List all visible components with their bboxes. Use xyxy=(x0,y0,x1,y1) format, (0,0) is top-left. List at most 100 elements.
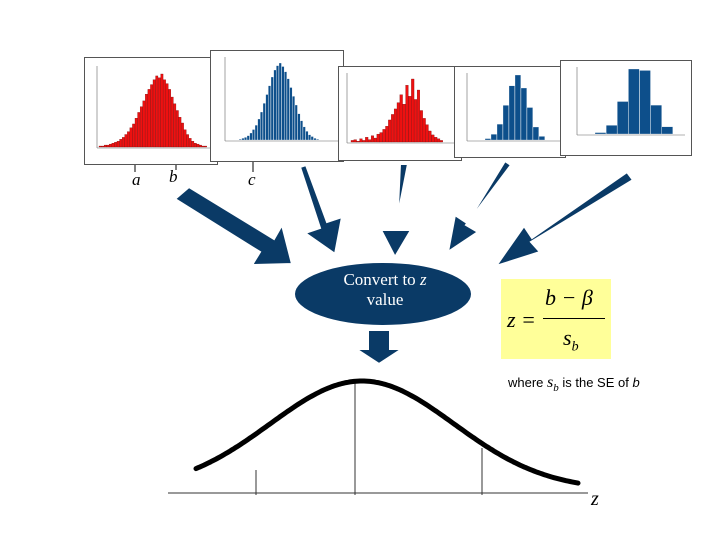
histogram-bar xyxy=(134,118,138,148)
histogram-bar xyxy=(191,141,195,148)
histogram-bar xyxy=(244,137,247,141)
histogram-bar xyxy=(437,138,441,143)
histogram-bar xyxy=(502,105,509,141)
histogram-bar xyxy=(98,145,102,148)
histogram-bar xyxy=(121,137,125,148)
histogram-bar xyxy=(422,118,426,143)
se-prefix: where xyxy=(508,375,548,390)
histogram-bar xyxy=(428,130,432,143)
histogram-bar xyxy=(514,74,521,141)
formula-lhs: z = xyxy=(507,307,536,332)
histogram-bar xyxy=(376,133,380,143)
histogram-bar xyxy=(382,129,386,143)
histogram-bar xyxy=(379,132,383,143)
histogram-bar xyxy=(496,123,503,141)
histogram-bar xyxy=(605,125,618,135)
histogram-bar xyxy=(139,106,143,148)
histogram-bar xyxy=(181,122,184,148)
convert-line1-prefix: Convert to xyxy=(343,270,420,289)
se-middle: is the SE of xyxy=(558,375,633,390)
histogram-bar xyxy=(252,129,255,141)
histogram-bar xyxy=(238,138,242,141)
histogram-bar xyxy=(359,138,363,143)
histogram-3 xyxy=(346,73,457,144)
histogram-bar xyxy=(119,139,123,148)
normal-curve xyxy=(193,378,581,486)
histogram-bar xyxy=(201,145,205,148)
histogram-bar xyxy=(628,68,640,135)
formula-numerator: b − β xyxy=(545,285,593,310)
histogram-5 xyxy=(576,67,685,136)
histogram-bar xyxy=(414,99,418,143)
histogram-bar xyxy=(434,137,438,143)
histogram-bar xyxy=(396,102,400,143)
histogram-bar xyxy=(419,110,423,143)
histogram-bar xyxy=(532,126,539,141)
histogram-1 xyxy=(96,66,213,149)
histogram-bar xyxy=(431,134,435,143)
histogram-bar xyxy=(297,113,301,141)
histogram-bar xyxy=(370,135,374,143)
histogram-bar xyxy=(520,87,527,141)
histogram-bar xyxy=(101,145,105,148)
histogram-bar xyxy=(199,144,202,148)
histogram-bar xyxy=(284,71,287,141)
histogram-thumb-1 xyxy=(84,57,218,165)
histogram-bar xyxy=(147,89,151,148)
formula-denominator: sb xyxy=(563,325,579,355)
histogram-bar xyxy=(661,126,673,135)
se-explanation: where sb is the SE of b xyxy=(508,374,640,394)
histogram-bar xyxy=(353,139,357,143)
histogram-4 xyxy=(466,73,561,142)
histogram-bar xyxy=(408,96,412,143)
histogram-bar xyxy=(155,75,159,148)
histogram-bar xyxy=(385,126,389,143)
histogram-bar xyxy=(127,131,130,148)
histogram-thumb-5 xyxy=(560,60,692,156)
histogram-bar xyxy=(103,144,107,148)
histogram-bar xyxy=(362,140,366,143)
histogram-bar xyxy=(402,104,406,143)
histogram-bar xyxy=(157,77,161,148)
histogram-bar xyxy=(594,132,607,135)
histogram-bar xyxy=(399,94,403,143)
histogram-bar xyxy=(508,85,515,141)
histogram-bar xyxy=(484,138,491,141)
histogram-bar xyxy=(168,89,171,148)
histogram-bar xyxy=(165,83,169,148)
histogram-bar xyxy=(388,119,392,143)
histogram-bar xyxy=(132,123,135,148)
histogram-bar xyxy=(365,137,369,143)
histogram-2 xyxy=(224,57,339,142)
formula-denominator-base: s xyxy=(563,325,572,350)
histogram-bar xyxy=(416,89,420,143)
se-b: b xyxy=(632,375,640,390)
histogram-bar xyxy=(368,139,372,143)
arrows xyxy=(173,159,635,366)
histogram-bar xyxy=(276,65,279,141)
arrow-from-histogram-3 xyxy=(379,163,413,260)
histogram-bar xyxy=(109,143,112,148)
histogram-bar xyxy=(145,94,148,148)
arrow-from-histogram-5 xyxy=(493,170,635,268)
histogram-bar xyxy=(241,138,245,141)
histogram-thumb-4 xyxy=(454,66,566,158)
histogram-bar xyxy=(265,94,269,141)
label-b: b xyxy=(169,167,178,186)
formula-denominator-sub: b xyxy=(571,339,579,355)
histogram-bar xyxy=(356,141,360,143)
histogram-bar xyxy=(281,66,285,141)
label-c: c xyxy=(248,170,256,189)
formula-fraction-bar xyxy=(543,318,605,319)
histogram-bar xyxy=(294,104,298,141)
histogram-bar xyxy=(373,137,377,143)
histogram-bar xyxy=(292,96,295,141)
arrow-down-to-curve xyxy=(352,329,406,366)
histogram-bar xyxy=(286,78,290,141)
histogram-bar xyxy=(538,136,545,141)
histogram-thumb-3 xyxy=(338,66,462,161)
histogram-bar xyxy=(188,138,192,148)
histogram-bar xyxy=(173,103,177,148)
arrow-from-histogram-4 xyxy=(446,159,513,255)
